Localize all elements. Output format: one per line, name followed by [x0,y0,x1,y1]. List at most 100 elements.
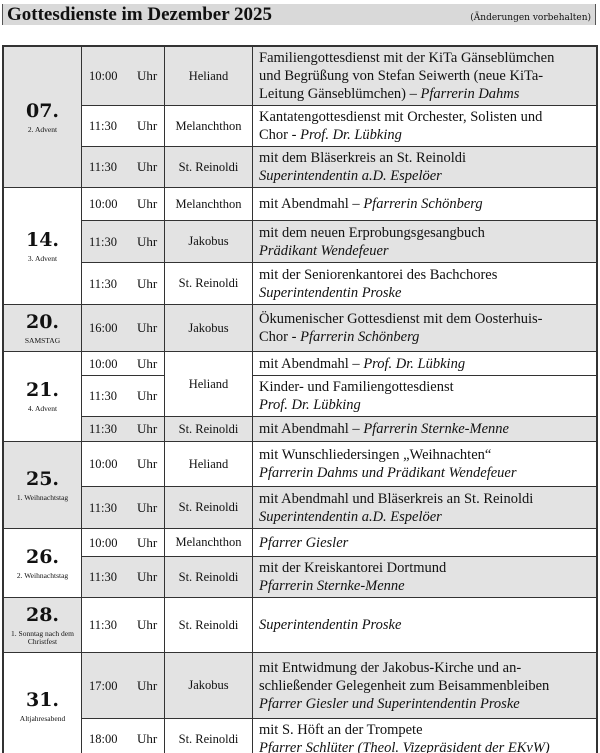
officiant-name: Pfarrerin Sternke-Menne [259,578,405,594]
day-number: 20. [25,310,60,333]
time-value: 11:30 [89,119,118,133]
service-text: mit der Kreiskantorei Dortmund [259,560,447,576]
church-cell: Jakobus [164,220,253,263]
table-row: 14. 3. Advent 10:00 Uhr Melanchthon mit Abend… [2,187,598,305]
officiant-name: Prof. Dr. Lübking [259,397,361,413]
description-cell: mit dem Bläserkreis an St. Reinoldi Super… [252,146,598,188]
table-row: 07. 2. Advent 10:00 Uhr Heliand Familiengotte… [2,45,598,188]
time-cell: 17:00 Uhr [81,652,165,719]
service-text: mit dem Bläserkreis an St. Reinoldi [259,150,467,166]
time-cell: 10:00 Uhr [81,528,165,557]
day-label: 4. Advent [27,404,58,414]
time-value: 10:00 [89,457,118,471]
description-cell: mit S. Höft an der Trompete Pfarrer Schlü… [252,718,598,753]
church-cell: St. Reinoldi [164,556,253,598]
table-row: 26. 2. Weihnachtstag 10:00 Uhr Melanchthon Pf… [2,528,598,598]
officiant-name: Superintendentin Proske [259,617,402,633]
date-cell: 25. 1. Weihnachtstag [2,441,82,529]
description-cell: Kinder- und Familiengottesdienst Prof. Dr… [252,375,598,417]
time-unit: Uhr [137,388,158,403]
table-row: 25. 1. Weihnachtstag 10:00 Uhr Heliand mit Wu… [2,441,598,529]
time-unit: Uhr [137,320,158,335]
time-cell: 10:00 Uhr [81,45,165,106]
church-cell: Melanchthon [164,187,253,221]
time-value: 11:30 [89,500,118,515]
table-row: 31. Altjahresabend 17:00 Uhr Jakobus mit Entw… [2,652,598,753]
day-label: 1. Sonntag nach dem Christfest [11,628,74,646]
table-row: 11:30 Uhr St. Reinoldi mit Abendmahl und Bl… [3,486,598,529]
table-row: 11:30 Uhr Kinder- und Familiengottesdienst… [3,375,598,417]
day-label: 3. Advent [27,253,58,263]
church-cell: Jakobus [164,304,253,352]
description-cell: Familiengottesdienst mit der KiTa Gänseb… [252,45,598,106]
time-value: 16:00 [89,321,118,335]
description-cell: mit Abendmahl – Prof. Dr. Lübking [252,351,598,376]
day-number: 26. [25,545,60,568]
time-unit: Uhr [137,159,158,174]
header-note: (Änderungen vorbehalten) [470,12,591,23]
officiant-name: Pfarrerin Dahms und Prädikant Wendefeuer [259,465,517,481]
officiant-name: Superintendentin a.D. Espelöer [259,168,442,184]
time-cell: 11:30 Uhr [81,220,165,263]
time-unit: Uhr [137,569,158,584]
service-text: mit Entwidmung der Jakobus-Kirche und an… [259,659,522,676]
officiant-name: Prof. Dr. Lübking [300,127,402,143]
day-number: 31. [25,689,60,712]
description-cell: Ökumenischer Gottesdienst mit dem Ooster… [252,304,598,352]
time-value: 10:00 [89,535,118,550]
day-label: 2. Advent [27,124,58,134]
officiant-name: Pfarrerin Schönberg [363,196,483,212]
table-row: 11:30 Uhr St. Reinoldi mit Abendmahl – Pfar… [3,416,598,442]
time-cell: 10:00 Uhr [81,441,165,487]
church-cell: Melanchthon [164,105,253,147]
time-value: 11:30 [89,160,118,174]
header-bar: Gottesdienste im Dezember 2025 (Änderung… [2,4,596,25]
time-value: 10:00 [89,356,118,371]
day-label: 2. Weihnachtstag [16,570,69,580]
date-cell: 07. 2. Advent [2,45,82,188]
time-unit: Uhr [137,421,158,436]
officiant-name: Prof. Dr. Lübking [363,355,466,372]
time-unit: Uhr [137,499,158,515]
time-value: 11:30 [89,234,118,249]
church-cell: Jakobus [164,652,253,719]
service-text: mit dem neuen Erprobungsgesangbuch [259,224,485,241]
day-number: 28. [25,603,60,626]
officiant-name: Pfarrer Giesler [259,534,349,551]
church-cell: St. Reinoldi [164,146,253,188]
time-cell: 18:00 Uhr [81,718,165,753]
service-text: Kinder- und Familiengottesdienst [259,379,454,395]
time-unit: Uhr [137,731,158,747]
description-cell: Pfarrer Giesler [252,528,598,557]
church-cell: St. Reinoldi [164,262,253,305]
time-cell: 11:30 Uhr [81,486,165,529]
day-label: SAMSTAG [24,335,61,345]
table-row: 11:30 Uhr St. Reinoldi mit dem Bläserkreis … [3,146,598,188]
church-cell: Heliand [164,45,253,106]
day-label: Altjahresabend [19,714,66,724]
service-text: mit Abendmahl – [259,355,364,372]
date-cell: 20. SAMSTAG [2,304,82,352]
officiant-name: Prädikant Wendefeuer [259,242,389,259]
officiant-name: Pfarrer Schlüter (Theol. Vizepräsident d… [259,740,550,753]
time-cell: 11:30 Uhr [81,556,165,598]
time-unit: Uhr [137,456,158,471]
time-value: 11:30 [89,276,118,291]
time-value: 10:00 [89,197,118,211]
time-unit: Uhr [137,68,158,83]
church-cell: St. Reinoldi [164,597,253,653]
date-cell: 26. 2. Weihnachtstag [2,528,82,598]
table-row: 28. 1. Sonntag nach dem Christfest 11:30 Uh… [2,597,598,653]
church-cell: Melanchthon [164,528,253,557]
service-text: Chor - [259,329,301,345]
description-cell: mit der Kreiskantorei Dortmund Pfarrerin … [252,556,598,598]
date-cell: 14. 3. Advent [2,187,82,305]
time-cell: 11:30 Uhr [81,146,165,188]
time-unit: Uhr [137,118,158,133]
time-cell: 11:30 Uhr [81,416,165,442]
service-text: Kantatengottesdienst mit Orchester, Soli… [259,109,543,125]
church-cell: St. Reinoldi [164,416,253,442]
service-text: und Begrüßung von Stefan Seiwerth (neue … [259,68,544,84]
service-text: Familiengottesdienst mit der KiTa Gänseb… [259,50,555,66]
